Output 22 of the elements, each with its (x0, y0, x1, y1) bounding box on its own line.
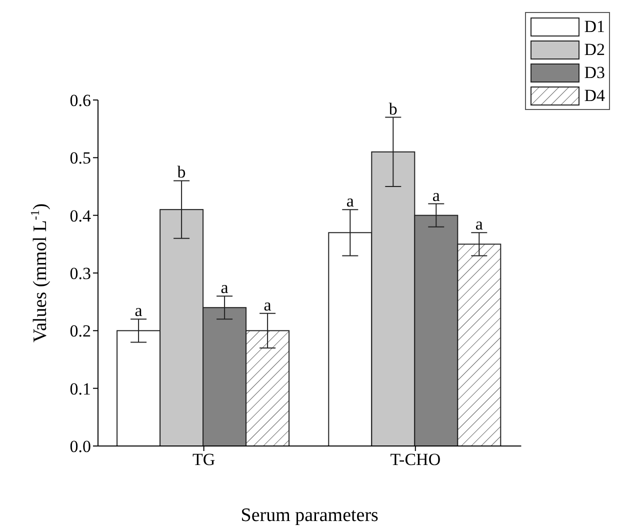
legend-label: D1 (584, 16, 605, 36)
y-tick-label: 0.6 (70, 91, 91, 110)
annotation: a (475, 214, 484, 234)
x-tick-label: TG (192, 450, 216, 470)
y-tick-label: 0.3 (70, 264, 91, 284)
annotation: b (177, 162, 186, 182)
y-tick-label: 0.4 (70, 206, 92, 226)
annotation: a (346, 192, 354, 211)
y-tick-label: 0.5 (70, 148, 91, 168)
legend-label: D4 (584, 86, 605, 106)
annotation: a (134, 301, 143, 320)
legend-label: D3 (584, 62, 605, 82)
x-axis-title: Serum parameters (240, 505, 378, 526)
annotation: b (388, 99, 398, 118)
annotation: a (220, 278, 229, 298)
annotation: a (264, 295, 272, 314)
y-tick-label: 0.1 (70, 379, 91, 398)
annotation: a (432, 186, 440, 205)
x-tick-label: T-CHO (390, 450, 441, 470)
y-tick-label: 0.2 (70, 322, 91, 341)
legend-label: D2 (584, 40, 605, 60)
y-tick-label: 0.0 (70, 437, 91, 456)
